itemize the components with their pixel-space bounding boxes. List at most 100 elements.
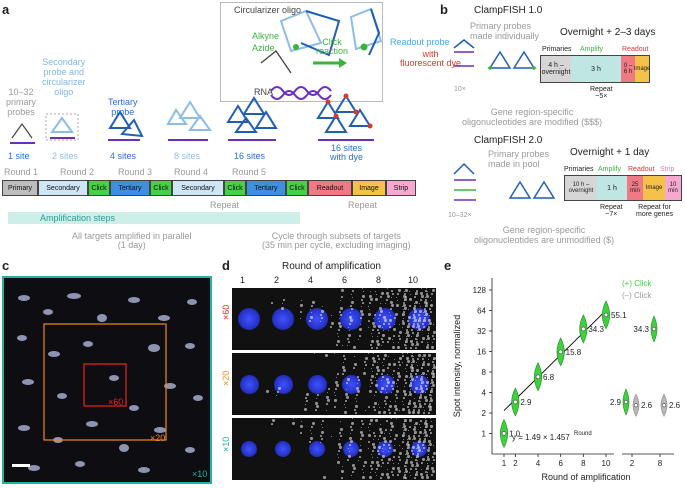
cell-image	[232, 288, 266, 350]
fluorescent-spot	[430, 383, 431, 384]
zoom-label-x60: ×60	[108, 397, 124, 407]
fluorescent-spot	[357, 376, 359, 378]
fluorescent-spot	[424, 317, 426, 319]
fluorescent-spot	[411, 450, 413, 452]
fluorescent-spot	[379, 428, 382, 431]
fluorescent-spot	[351, 422, 354, 425]
round-label-5: Round 5	[232, 167, 267, 177]
fluorescent-spot	[417, 323, 419, 325]
fluorescent-spot	[404, 393, 407, 396]
fluorescent-spot	[364, 368, 365, 369]
fluorescent-spot	[416, 464, 419, 467]
round-col-1: 1	[240, 275, 246, 285]
fluorescent-spot	[368, 406, 370, 408]
fluorescent-spot	[311, 426, 313, 428]
fluorescent-spot	[403, 318, 404, 319]
fluorescent-spot	[412, 353, 413, 354]
fluorescent-spot	[432, 289, 435, 292]
fluorescent-spot	[397, 474, 399, 476]
fluorescent-spot	[403, 425, 406, 428]
fluorescent-spot	[369, 390, 372, 393]
fluorescent-spot	[415, 347, 417, 349]
fluorescent-spot	[402, 408, 405, 411]
amplification-steps-bar	[8, 212, 300, 224]
fluorescent-spot	[429, 322, 432, 325]
fluorescent-spot	[362, 476, 365, 479]
fluorescent-spot	[413, 307, 416, 310]
fluorescent-spot	[377, 450, 379, 452]
fluorescent-spot	[311, 305, 313, 307]
round-col-4: 4	[308, 275, 314, 285]
fluorescent-spot	[431, 388, 433, 390]
parallel-label: All targets amplified in parallel (1 day…	[72, 231, 192, 250]
fluorescent-spot	[410, 461, 413, 464]
fluorescent-spot	[372, 457, 373, 458]
fluorescent-spot	[402, 327, 403, 328]
fluorescent-spot	[360, 324, 361, 325]
fluorescent-spot	[379, 407, 380, 408]
fluorescent-spot	[410, 294, 411, 295]
fluorescent-spot	[373, 360, 376, 363]
fluorescent-spot	[357, 390, 360, 393]
cell-image	[266, 353, 300, 415]
fluorescent-spot	[305, 397, 307, 399]
fluorescent-spot	[349, 444, 351, 446]
fluorescent-spot	[337, 340, 340, 343]
data-point-plus-click	[558, 349, 563, 355]
fluorescent-spot	[399, 452, 402, 455]
fluorescent-spot	[382, 334, 385, 337]
fluorescent-spot	[414, 310, 417, 313]
fluorescent-spot	[428, 445, 429, 446]
fluorescent-spot	[282, 303, 283, 304]
fluorescent-spot	[425, 420, 427, 422]
fluorescent-spot	[391, 471, 393, 473]
fluorescent-spot	[377, 343, 380, 346]
fluorescent-spot	[350, 426, 352, 428]
fluorescent-spot	[429, 315, 430, 316]
fluorescent-spot	[377, 362, 378, 363]
nucleus	[307, 374, 327, 394]
fluorescent-spot	[338, 457, 339, 458]
fluorescent-spot	[403, 439, 404, 440]
fluorescent-spot	[372, 329, 374, 331]
round-label-4: Round 4	[174, 167, 209, 177]
cf2-box-amplify: 1 h	[597, 176, 627, 200]
fluorescent-spot	[378, 453, 380, 455]
fluorescent-spot	[362, 288, 363, 289]
fluorescent-spot	[360, 310, 363, 313]
panel-d-column-headers: 1 2 4 6 8 10	[226, 276, 436, 288]
fluorescent-spot	[408, 435, 410, 437]
fluorescent-spot	[301, 300, 302, 301]
fluorescent-spot	[335, 381, 338, 384]
fluorescent-spot	[343, 355, 345, 357]
fluorescent-spot	[372, 357, 375, 360]
step-image: Image	[352, 180, 386, 196]
fluorescent-spot	[383, 316, 386, 319]
fluorescent-spot	[429, 403, 431, 405]
fluorescent-spot	[408, 437, 411, 440]
fluorescent-spot	[315, 402, 318, 405]
fluorescent-spot	[348, 327, 349, 328]
data-label: 1.0	[509, 429, 521, 438]
fluorescent-spot	[390, 401, 391, 402]
fluorescent-spot	[433, 331, 436, 334]
fluorescent-spot	[372, 371, 373, 372]
fluorescent-spot	[380, 477, 382, 479]
fluorescent-spot	[408, 309, 409, 310]
fluorescent-spot	[368, 434, 371, 437]
x-tick-label: 8	[658, 459, 663, 468]
fluorescent-spot	[387, 462, 389, 464]
fluorescent-spot	[385, 396, 388, 399]
data-label: 2.9	[520, 398, 532, 407]
fluorescent-spot	[388, 356, 389, 357]
fluorescent-spot	[338, 329, 340, 331]
fluorescent-spot	[388, 363, 391, 366]
fluorescent-spot	[370, 298, 373, 301]
fluorescent-spot	[407, 446, 410, 449]
fluorescent-spot	[403, 309, 404, 310]
step-tertiary-1: Tertiary	[110, 180, 150, 196]
fluorescent-spot	[391, 418, 392, 419]
fluorescent-spot	[310, 316, 313, 319]
fluorescent-spot	[373, 353, 374, 354]
fluorescent-spot	[382, 376, 384, 378]
